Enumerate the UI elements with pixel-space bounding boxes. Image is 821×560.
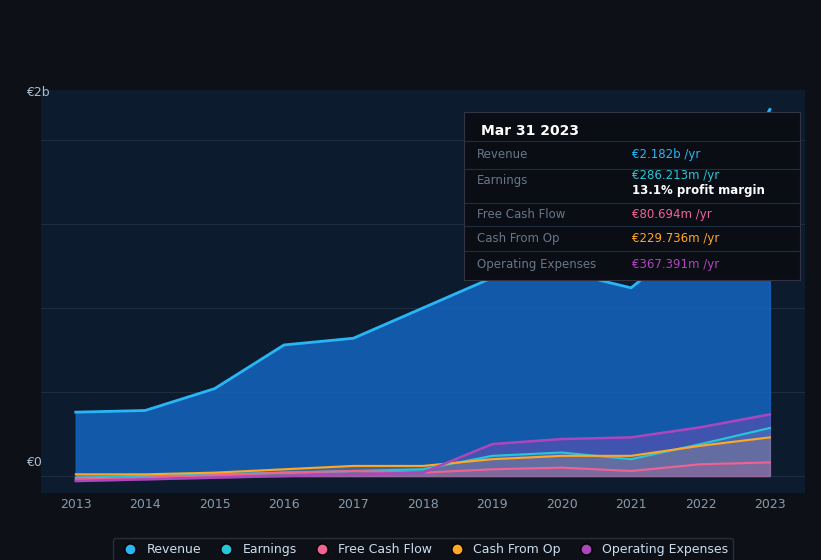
Text: Operating Expenses: Operating Expenses: [477, 258, 597, 272]
Text: €367.391m /yr: €367.391m /yr: [632, 258, 719, 272]
Text: 13.1% profit margin: 13.1% profit margin: [632, 184, 765, 197]
Text: Free Cash Flow: Free Cash Flow: [477, 208, 566, 221]
Text: €0: €0: [26, 455, 42, 469]
Text: €80.694m /yr: €80.694m /yr: [632, 208, 712, 221]
Text: Revenue: Revenue: [477, 148, 529, 161]
Text: Mar 31 2023: Mar 31 2023: [481, 124, 579, 138]
Text: €2b: €2b: [26, 86, 50, 99]
Text: €229.736m /yr: €229.736m /yr: [632, 232, 719, 245]
Text: €2.182b /yr: €2.182b /yr: [632, 148, 700, 161]
Text: Earnings: Earnings: [477, 174, 529, 186]
Legend: Revenue, Earnings, Free Cash Flow, Cash From Op, Operating Expenses: Revenue, Earnings, Free Cash Flow, Cash …: [112, 538, 733, 560]
Text: €286.213m /yr: €286.213m /yr: [632, 169, 719, 181]
Text: Cash From Op: Cash From Op: [477, 232, 560, 245]
